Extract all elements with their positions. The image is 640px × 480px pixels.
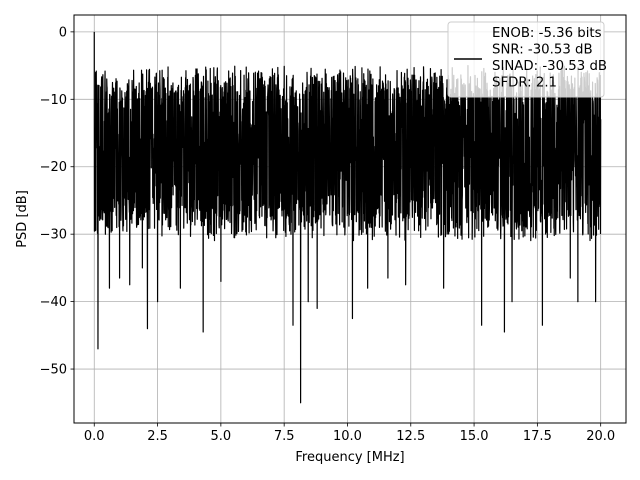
y-axis-label: PSD [dB] <box>15 190 30 248</box>
legend-snr: SNR: -30.53 dB <box>492 43 593 58</box>
y-tick-label: −50 <box>40 363 67 378</box>
x-tick-label: 20.0 <box>586 429 615 444</box>
y-tick-label: −40 <box>40 295 67 310</box>
legend-enob: ENOB: -5.36 bits <box>492 26 602 41</box>
x-tick-label: 7.5 <box>274 429 295 444</box>
x-tick-label: 0.0 <box>84 429 105 444</box>
x-tick-label: 15.0 <box>460 429 489 444</box>
x-tick-label: 17.5 <box>523 429 552 444</box>
y-tick-label: −20 <box>40 160 67 175</box>
x-tick-label: 12.5 <box>396 429 425 444</box>
y-tick-label: −10 <box>40 93 67 108</box>
legend-box <box>447 21 605 98</box>
legend-sfdr: SFDR: 2.1 <box>492 76 557 91</box>
axes-frame <box>73 14 627 424</box>
x-tick-label: 5.0 <box>211 429 232 444</box>
legend: ENOB: -5.36 bits SNR: -30.53 dB SINAD: -… <box>447 21 607 98</box>
x-tick-label: 2.5 <box>147 429 168 444</box>
legend-sinad: SINAD: -30.53 dB <box>492 59 607 74</box>
x-axis-label: Frequency [MHz] <box>295 450 404 465</box>
plot-area <box>93 31 602 404</box>
y-axis-ticks: 0 −10 −20 −30 −40 −50 <box>40 25 74 378</box>
y-tick-label: −30 <box>40 228 67 243</box>
y-tick-label: 0 <box>59 25 67 40</box>
x-tick-label: 10.0 <box>333 429 362 444</box>
psd-line <box>93 31 602 404</box>
x-axis-ticks: 0.0 2.5 5.0 7.5 10.0 12.5 15.0 17.5 20.0 <box>84 423 615 444</box>
